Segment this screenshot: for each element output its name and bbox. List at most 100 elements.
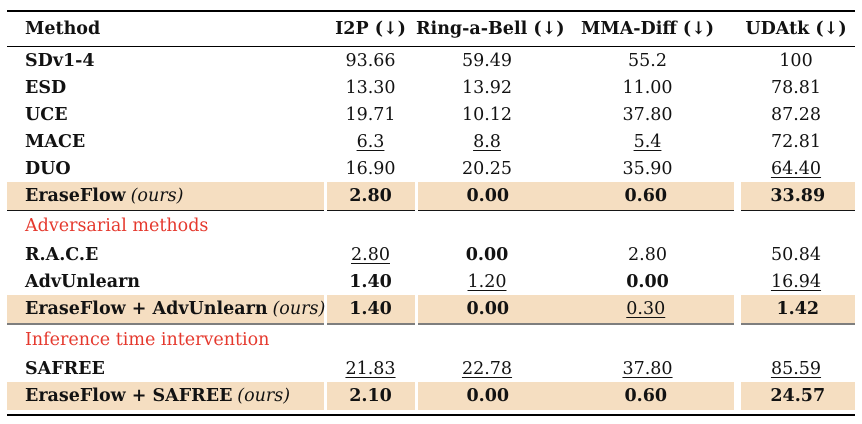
method-cell: EraseFlow + AdvUnlearn (ours) xyxy=(7,295,325,324)
value-cell: 64.40 xyxy=(737,155,855,182)
metric-value: 100 xyxy=(779,50,813,71)
table-row: AdvUnlearn 1.40 1.20 0.00 16.94 xyxy=(7,268,855,295)
metric-value: 55.2 xyxy=(628,50,667,71)
metric-value: 21.83 xyxy=(345,358,396,379)
metric-value: 0.60 xyxy=(624,186,668,206)
header-row: Method I2P (↓) Ring-a-Bell (↓) MMA-Diff (↓)… xyxy=(7,12,855,47)
metric-value: 59.49 xyxy=(461,50,513,71)
metric-value: 0.60 xyxy=(624,386,668,406)
metric-value: 2.10 xyxy=(349,386,392,406)
metric-value: 2.80 xyxy=(349,186,392,206)
value-cell: 55.2 xyxy=(558,47,737,75)
method-name: EraseFlow + AdvUnlearn xyxy=(25,299,268,319)
table-row-highlight: EraseFlow (ours) 2.80 0.00 0.60 33.89 xyxy=(7,182,855,211)
value-cell: 21.83 xyxy=(325,355,416,382)
value-cell: 0.00 xyxy=(414,382,558,410)
value-cell: 19.71 xyxy=(325,101,416,128)
value-cell: 11.00 xyxy=(558,74,737,101)
metric-value: 0.00 xyxy=(466,386,510,406)
value-cell: 13.30 xyxy=(325,74,416,101)
metric-value: 13.30 xyxy=(345,77,396,98)
column-header-method: Method xyxy=(7,12,325,47)
table-row: SAFREE 21.83 22.78 37.80 85.59 xyxy=(7,355,855,382)
metric-value: 0.00 xyxy=(465,244,509,265)
method-name: MACE xyxy=(25,131,86,152)
metric-value: 1.40 xyxy=(349,271,392,292)
method-name: AdvUnlearn xyxy=(25,271,141,292)
method-cell: DUO xyxy=(7,155,325,182)
metric-value: 13.92 xyxy=(461,77,513,98)
metric-value: 0.30 xyxy=(626,299,666,319)
table-row: MACE 6.3 8.8 5.4 72.81 xyxy=(7,128,855,155)
value-cell: 35.90 xyxy=(558,155,737,182)
metric-value: 78.81 xyxy=(770,77,822,98)
value-cell: 0.60 xyxy=(558,382,737,410)
metric-value: 85.59 xyxy=(770,358,822,379)
value-cell: 5.4 xyxy=(558,128,737,155)
metric-value: 16.90 xyxy=(345,158,396,179)
metric-value: 1.40 xyxy=(349,299,392,319)
value-cell: 33.89 xyxy=(733,182,855,211)
bottom-rule xyxy=(7,414,855,416)
method-cell: ESD xyxy=(7,74,325,101)
metric-value: 0.00 xyxy=(466,299,510,319)
value-cell: 50.84 xyxy=(737,241,855,268)
method-name: SAFREE xyxy=(25,358,105,379)
method-cell: SDv1-4 xyxy=(7,47,325,75)
value-cell: 85.59 xyxy=(737,355,855,382)
value-cell: 0.00 xyxy=(416,241,558,268)
metric-value: 1.20 xyxy=(467,271,507,292)
metric-value: 0.00 xyxy=(466,186,510,206)
value-cell: 100 xyxy=(737,47,855,75)
column-header-1: I2P (↓) xyxy=(325,12,416,47)
metric-value: 10.12 xyxy=(461,104,513,125)
method-name: R.A.C.E xyxy=(25,244,99,265)
metric-value: 50.84 xyxy=(770,244,822,265)
table-body: SDv1-4 93.66 59.49 55.2 100 ESD 13.30 13.92 11.0… xyxy=(7,47,855,410)
section-label: Inference time intervention xyxy=(7,323,855,355)
value-cell: 24.57 xyxy=(733,382,855,410)
metric-value: 72.81 xyxy=(770,131,822,152)
value-cell: 2.80 xyxy=(325,241,416,268)
results-table: Method I2P (↓) Ring-a-Bell (↓) MMA-Diff (↓)… xyxy=(7,12,855,410)
value-cell: 6.3 xyxy=(325,128,416,155)
table-row-highlight: EraseFlow + AdvUnlearn (ours) 1.40 0.00 0.30… xyxy=(7,295,855,324)
method-name: EraseFlow + SAFREE xyxy=(25,386,233,406)
table-row: R.A.C.E 2.80 0.00 2.80 50.84 xyxy=(7,241,855,268)
column-header-2: Ring-a-Bell (↓) xyxy=(416,12,565,47)
value-cell: 72.81 xyxy=(737,128,855,155)
table-row-highlight: EraseFlow + SAFREE (ours) 2.10 0.00 0.60 24.5… xyxy=(7,382,855,410)
value-cell: 1.40 xyxy=(323,295,416,324)
ours-tag: (ours) xyxy=(237,386,291,406)
value-cell: 0.00 xyxy=(414,295,558,324)
metric-value: 16.94 xyxy=(770,271,822,292)
metric-value: 19.71 xyxy=(345,104,396,125)
method-cell: MACE xyxy=(7,128,325,155)
value-cell: 0.00 xyxy=(558,268,737,295)
method-cell: SAFREE xyxy=(7,355,325,382)
column-header-4: UDAtk (↓) xyxy=(737,12,855,47)
section-header-row: Inference time intervention xyxy=(7,323,855,355)
value-cell: 1.40 xyxy=(325,268,416,295)
metric-value: 35.90 xyxy=(622,158,673,179)
table-header: Method I2P (↓) Ring-a-Bell (↓) MMA-Diff (↓)… xyxy=(7,12,855,47)
metric-value: 20.25 xyxy=(461,158,513,179)
metric-value: 93.66 xyxy=(345,50,396,71)
method-name: SDv1-4 xyxy=(25,50,95,71)
value-cell: 16.90 xyxy=(325,155,416,182)
value-cell: 1.20 xyxy=(416,268,558,295)
table-row: UCE 19.71 10.12 37.80 87.28 xyxy=(7,101,855,128)
method-name: DUO xyxy=(25,158,71,179)
method-cell: EraseFlow (ours) xyxy=(7,182,325,211)
metric-value: 87.28 xyxy=(770,104,822,125)
value-cell: 20.25 xyxy=(416,155,558,182)
value-cell: 16.94 xyxy=(737,268,855,295)
table-row: SDv1-4 93.66 59.49 55.2 100 xyxy=(7,47,855,75)
column-header-3: MMA-Diff (↓) xyxy=(558,12,737,47)
metric-value: 37.80 xyxy=(622,358,673,379)
method-cell: UCE xyxy=(7,101,325,128)
metric-value: 33.89 xyxy=(770,186,826,206)
method-cell: EraseFlow + SAFREE (ours) xyxy=(7,382,325,410)
ours-tag: (ours) xyxy=(272,299,326,319)
value-cell: 87.28 xyxy=(737,101,855,128)
